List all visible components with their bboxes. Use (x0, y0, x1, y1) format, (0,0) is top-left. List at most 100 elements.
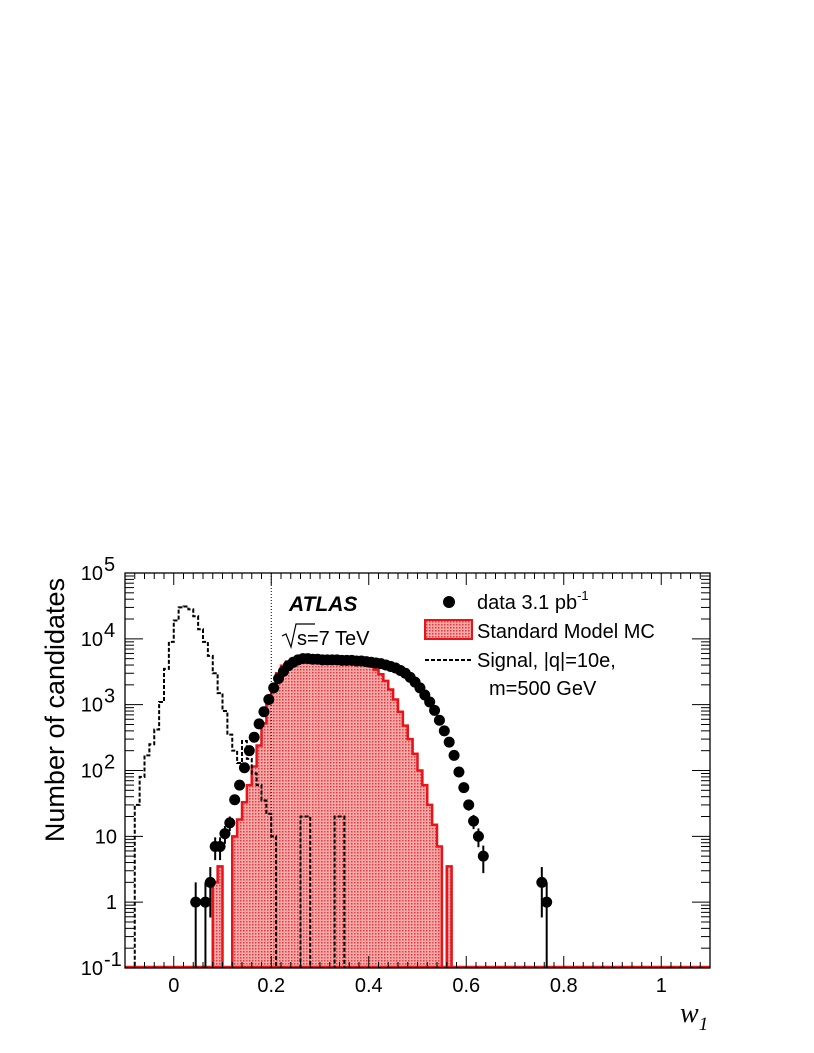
mc-bin (285, 661, 291, 968)
y-tick-label: 10 (81, 761, 103, 783)
mc-histogram-group (125, 657, 710, 968)
y-tick-label-exponent: 2 (104, 752, 115, 774)
mc-bin (300, 658, 306, 968)
y-tick-label-exponent: 3 (104, 686, 115, 708)
y-tick-label-exponent: 4 (104, 620, 115, 642)
mc-bin (446, 866, 452, 968)
legend-mc-swatch (424, 619, 473, 640)
mc-bin (417, 770, 423, 968)
data-points-group (190, 653, 553, 968)
legend-data-sup: -1 (577, 588, 589, 603)
data-point (443, 736, 455, 748)
mc-bin (320, 659, 325, 968)
x-axis-ticks: 0 0.2 0.4 0.6 0.8 1 (124, 573, 711, 997)
legend-signal-label-cont: m=500 GeV (489, 678, 597, 700)
plot-area (125, 573, 710, 968)
mc-bin (251, 766, 257, 968)
mc-bin (256, 745, 262, 968)
mc-bin (315, 659, 320, 968)
atlas-label: ATLAS (288, 593, 357, 616)
data-point (453, 766, 465, 778)
data-point (458, 782, 470, 794)
mc-bin (373, 669, 379, 968)
data-point (238, 762, 250, 774)
data-point (541, 896, 553, 908)
mc-bin (398, 711, 403, 968)
sqrt-symbol-icon (281, 623, 315, 650)
mc-bin (402, 725, 408, 968)
mc-bin (246, 785, 252, 968)
data-point (448, 749, 460, 761)
mc-bin (242, 802, 247, 968)
mc-bin (388, 689, 394, 968)
legend-mc-label: Standard Model MC (477, 621, 655, 643)
x-axis-title: w1 (680, 998, 708, 1035)
mc-bin (276, 673, 281, 968)
mc-bin (237, 819, 242, 968)
signal-histogram-group (125, 605, 710, 968)
x-axis-title-main: w (680, 998, 699, 1029)
data-point (536, 876, 548, 888)
energy-label-value: =7 TeV (307, 628, 370, 650)
mc-bin (427, 804, 433, 968)
data-point (248, 731, 260, 743)
x-tick-label: 0.8 (550, 975, 578, 997)
energy-label-sqrt-arg: s (297, 628, 307, 650)
mc-bin (266, 702, 272, 968)
legend-data-text: data 3.1 pb (477, 592, 577, 614)
data-point (199, 896, 211, 908)
y-tick-label: 10 (81, 629, 103, 651)
mc-bin (310, 658, 316, 968)
data-point (234, 779, 246, 791)
mc-bin (334, 660, 340, 968)
mc-bin (437, 846, 442, 968)
mc-bin (432, 824, 437, 968)
x-tick-label: 0 (168, 975, 179, 997)
energy-label: s =7 TeV (281, 623, 370, 650)
x-tick-label: 0.6 (452, 975, 480, 997)
data-point (204, 876, 216, 888)
mc-bin (412, 753, 418, 968)
data-point (190, 896, 202, 908)
mc-bin (354, 661, 359, 968)
data-point (429, 704, 441, 716)
mc-bin (271, 686, 277, 968)
mc-bin (363, 664, 369, 968)
data-point (243, 745, 255, 757)
mc-bin (324, 659, 330, 968)
data-point (433, 714, 445, 726)
x-tick-label: 0.2 (257, 975, 285, 997)
signal-outline (125, 605, 710, 968)
data-point (477, 850, 489, 862)
data-point (472, 830, 484, 842)
legend-signal-label: Signal, |q|=10e, (477, 650, 616, 672)
data-point (258, 706, 270, 718)
mc-bin (217, 866, 223, 968)
mc-bin (261, 723, 267, 968)
data-point (219, 828, 231, 840)
legend: data 3.1 pb-1 Standard Model MC Signal, … (424, 588, 655, 700)
y-tick-label: 10 (81, 695, 103, 717)
mc-bin (422, 785, 428, 968)
mc-bin (339, 660, 345, 968)
data-point (253, 718, 265, 730)
y-tick-label: 10 (81, 958, 103, 980)
mc-bin (383, 680, 389, 968)
mc-bin (378, 674, 384, 968)
y-tick-label: 1 (106, 892, 117, 914)
mc-bin (359, 662, 364, 968)
data-point (438, 725, 450, 737)
x-tick-label: 0.4 (355, 975, 383, 997)
mc-bin (393, 699, 398, 968)
y-tick-label: 10 (95, 826, 117, 848)
legend-data-marker (443, 596, 455, 608)
legend-data-label: data 3.1 pb-1 (477, 588, 589, 614)
mc-bin (232, 836, 238, 968)
data-point (263, 693, 275, 705)
data-point (424, 696, 436, 708)
mc-bin (407, 739, 413, 968)
mc-bin (329, 659, 335, 968)
data-point (468, 815, 480, 827)
y-tick-label-exponent: 5 (104, 554, 115, 576)
data-point (224, 817, 236, 829)
